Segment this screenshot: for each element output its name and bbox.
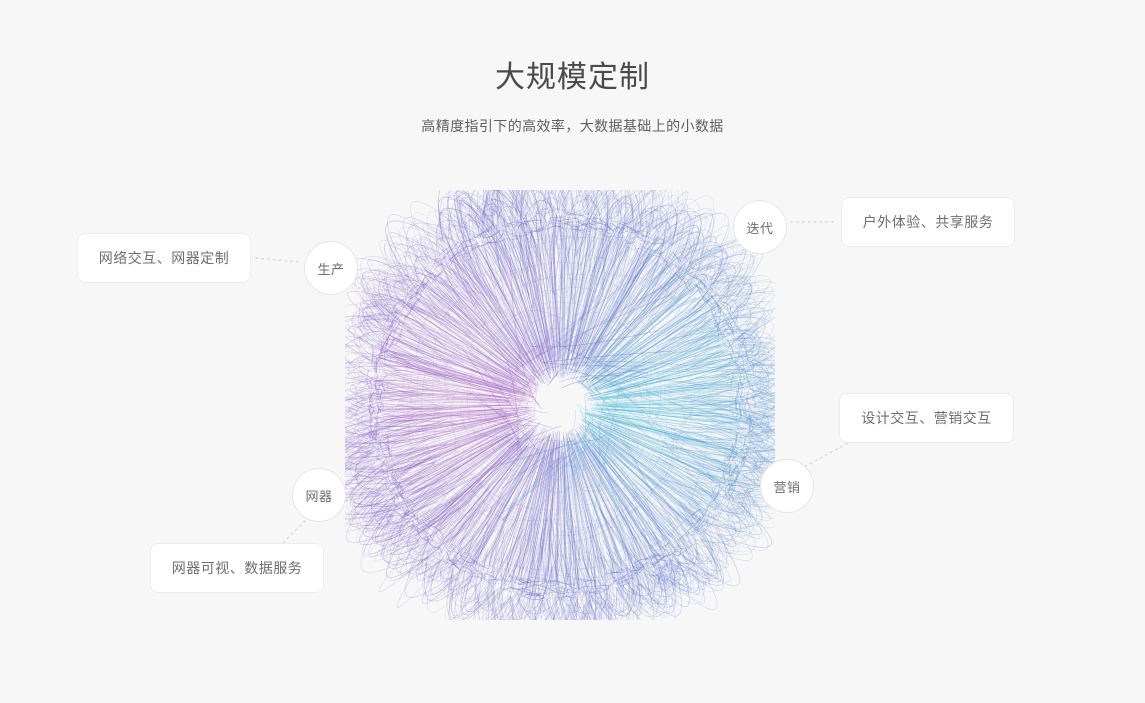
node-device[interactable]: 网器 (292, 468, 346, 522)
node-iteration[interactable]: 迭代 (733, 200, 787, 254)
page-title: 大规模定制 (495, 61, 650, 94)
label-box-iteration-detail[interactable]: 户外体验、共享服务 (841, 197, 1015, 247)
sphere-svg (345, 190, 775, 620)
connector-marketing-to-box (799, 442, 849, 470)
label-box-text: 网器可视、数据服务 (171, 560, 303, 576)
label-box-device-detail[interactable]: 网器可视、数据服务 (150, 543, 324, 593)
label-box-text: 户外体验、共享服务 (862, 214, 994, 230)
node-production[interactable]: 生产 (304, 241, 358, 295)
node-label: 迭代 (746, 220, 774, 236)
node-label: 网器 (305, 488, 333, 504)
label-box-production-detail[interactable]: 网络交互、网器定制 (77, 233, 251, 283)
node-label: 生产 (317, 261, 345, 277)
radial-network-sphere-graphic (345, 190, 775, 620)
node-marketing[interactable]: 营销 (760, 459, 814, 513)
label-box-text: 设计交互、营销交互 (861, 410, 992, 426)
connector-box-to-production (255, 257, 301, 263)
label-box-marketing-detail[interactable]: 设计交互、营销交互 (839, 393, 1014, 443)
node-label: 营销 (773, 479, 801, 495)
label-box-text: 网络交互、网器定制 (98, 250, 230, 266)
page-subtitle: 高精度指引下的高效率，大数据基础上的小数据 (421, 118, 724, 134)
